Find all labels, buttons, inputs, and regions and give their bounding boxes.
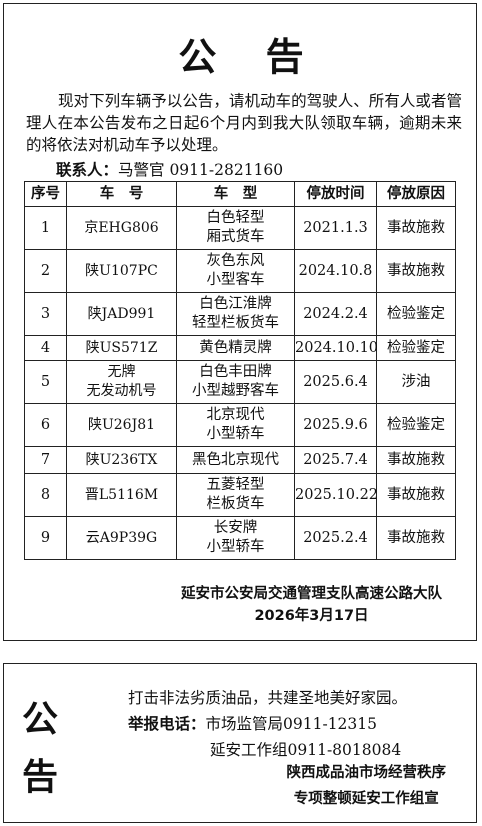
row-type-line1: 白色丰田牌	[199, 364, 272, 380]
row-no: 8	[24, 473, 67, 517]
row-no: 7	[24, 446, 67, 474]
oil-notice-box	[3, 663, 477, 823]
notice-issuer-block: 延安市公安局交通管理支队高速公路大队 2026年3月17日	[181, 583, 442, 627]
oil-issuer-line-1: 陕西成品油市场经营秩序	[286, 765, 447, 781]
row-no: 4	[24, 335, 67, 361]
row-time: 2025.6.4	[294, 360, 377, 404]
oil-issuer-line-2: 专项整顿延安工作组宣	[293, 791, 439, 807]
header-no: 序号	[24, 181, 67, 207]
header-time: 停放时间	[294, 181, 377, 207]
row-type-line2: 小型轿车	[206, 426, 265, 442]
row-reason: 检验鉴定	[376, 292, 456, 336]
contact-value: 马警官 0911-2821160	[118, 161, 284, 179]
row-type: 五菱轻型 栏板货车	[176, 473, 295, 517]
table-row: 5 无牌无发动机号 白色丰田牌小型越野客车 2025.6.4 涉油	[24, 360, 456, 404]
row-type-line2: 厢式货车	[206, 229, 265, 245]
row-type-line2: 小型客车	[206, 272, 265, 288]
header-type: 车 型	[176, 181, 295, 207]
table-header-row: 序号 车 号 车 型 停放时间 停放原因	[24, 181, 456, 207]
table-row: 4 陕US571Z 黄色精灵牌 2024.10.10 检验鉴定	[24, 335, 456, 361]
row-plate-line1: 无牌	[107, 364, 136, 380]
row-type-line1: 北京现代	[206, 407, 265, 423]
notice-intro: 现对下列车辆予以公告，请机动车的驾驶人、所有人或者管理人在本公告发布之日起6个月…	[26, 92, 462, 154]
row-reason: 事故施救	[376, 206, 456, 250]
row-type: 灰色东风 小型客车	[176, 249, 295, 293]
row-plate: 陕U236TX	[66, 446, 177, 474]
row-plate: 陕U107PC	[66, 249, 177, 293]
row-type-line1: 灰色东风	[206, 253, 265, 269]
row-type: 白色江淮牌轻型栏板货车	[176, 292, 295, 336]
vehicle-notice-box	[3, 3, 477, 641]
row-reason: 事故施救	[376, 249, 456, 293]
notice-date: 2026年3月17日	[254, 608, 369, 624]
table-row: 7 陕U236TX 黑色北京现代 2025.7.4 事故施救	[24, 446, 456, 474]
table-row: 2 陕U107PC 灰色东风小型客车 2024.10.8 事故施救	[24, 249, 456, 293]
row-reason: 事故施救	[376, 473, 456, 517]
report-phone-2: 延安工作组0911-8018084	[210, 741, 402, 759]
row-plate: 无牌 无发动机号	[66, 360, 177, 404]
table-row: 1 京EHG806 白色轻型厢式货车 2021.1.3 事故施救	[24, 206, 456, 250]
vehicle-table: 序号 车 号 车 型 停放时间 停放原因 1 京EHG806 白色轻型厢式货车 …	[24, 181, 456, 560]
row-no: 1	[24, 206, 67, 250]
oil-notice-char-2: 告	[21, 757, 58, 798]
report-label: 举报电话：	[128, 715, 206, 733]
row-type: 黑色北京现代	[176, 446, 295, 474]
row-type: 黄色精灵牌	[176, 335, 295, 361]
row-time: 2025.7.4	[294, 446, 377, 474]
row-no: 5	[24, 360, 67, 404]
row-plate: 陕US571Z	[66, 335, 177, 361]
row-reason: 事故施救	[376, 516, 456, 560]
contact-line: 联系人：马警官 0911-2821160	[56, 158, 283, 180]
row-type: 白色轻型 厢式货车	[176, 206, 295, 250]
table-row: 3 陕JAD991 白色江淮牌轻型栏板货车 2024.2.4 检验鉴定	[24, 292, 456, 336]
oil-notice-slogan: 打击非法劣质油品，共建圣地美好家园。	[128, 689, 408, 707]
notice-issuer: 延安市公安局交通管理支队高速公路大队	[181, 586, 442, 602]
row-time: 2024.10.10	[294, 335, 378, 361]
row-reason: 检验鉴定	[376, 403, 456, 447]
row-type: 白色丰田牌小型越野客车	[176, 360, 295, 404]
row-plate: 云A9P39G	[66, 516, 177, 560]
row-type: 北京现代 小型轿车	[176, 403, 295, 447]
row-type-line2: 轻型栏板货车	[192, 315, 279, 331]
notice-title: 公 告	[178, 35, 322, 79]
table-row: 6 陕U26J81 北京现代小型轿车 2025.9.6 检验鉴定	[24, 403, 456, 447]
row-time: 2021.1.3	[294, 206, 377, 250]
row-time: 2025.2.4	[294, 516, 377, 560]
row-type-line1: 长安牌	[213, 520, 258, 536]
oil-notice-char-1: 公	[21, 699, 58, 740]
row-plate: 陕U26J81	[66, 403, 177, 447]
header-plate: 车 号	[66, 181, 177, 207]
table-row: 9 云A9P39G 长安牌小型轿车 2025.2.4 事故施救	[24, 516, 456, 560]
row-type-line1: 白色江淮牌	[199, 296, 272, 312]
header-reason: 停放原因	[376, 181, 456, 207]
row-type-line2: 栏板货车	[206, 496, 265, 512]
row-type-line1: 五菱轻型	[206, 477, 265, 493]
row-type-line2: 小型轿车	[206, 539, 265, 555]
report-phone-1: 市场监管局0911-12315	[205, 715, 378, 733]
row-type-line1: 白色轻型	[206, 210, 265, 226]
oil-notice-issuer: 陕西成品油市场经营秩序 专项整顿延安工作组宣	[287, 760, 447, 812]
table-row: 8 晋L5116M 五菱轻型栏板货车 2025.10.22 事故施救	[24, 473, 456, 517]
contact-label: 联系人：	[56, 161, 119, 179]
row-reason: 检验鉴定	[376, 335, 456, 361]
row-reason: 事故施救	[376, 446, 456, 474]
row-plate: 陕JAD991	[66, 292, 177, 336]
row-plate: 京EHG806	[66, 206, 177, 250]
row-time: 2025.9.6	[294, 403, 377, 447]
row-no: 3	[24, 292, 67, 336]
row-reason: 涉油	[376, 360, 456, 404]
row-time: 2025.10.22	[294, 473, 378, 517]
row-type-line2: 小型越野客车	[192, 383, 279, 399]
row-plate-line2: 无发动机号	[86, 383, 157, 399]
row-time: 2024.10.8	[294, 249, 377, 293]
row-no: 2	[24, 249, 67, 293]
row-no: 6	[24, 403, 67, 447]
row-no: 9	[24, 516, 67, 560]
report-line-1: 举报电话：市场监管局0911-12315	[128, 712, 377, 734]
row-plate: 晋L5116M	[66, 473, 177, 517]
row-time: 2024.2.4	[294, 292, 377, 336]
row-type: 长安牌 小型轿车	[176, 516, 295, 560]
